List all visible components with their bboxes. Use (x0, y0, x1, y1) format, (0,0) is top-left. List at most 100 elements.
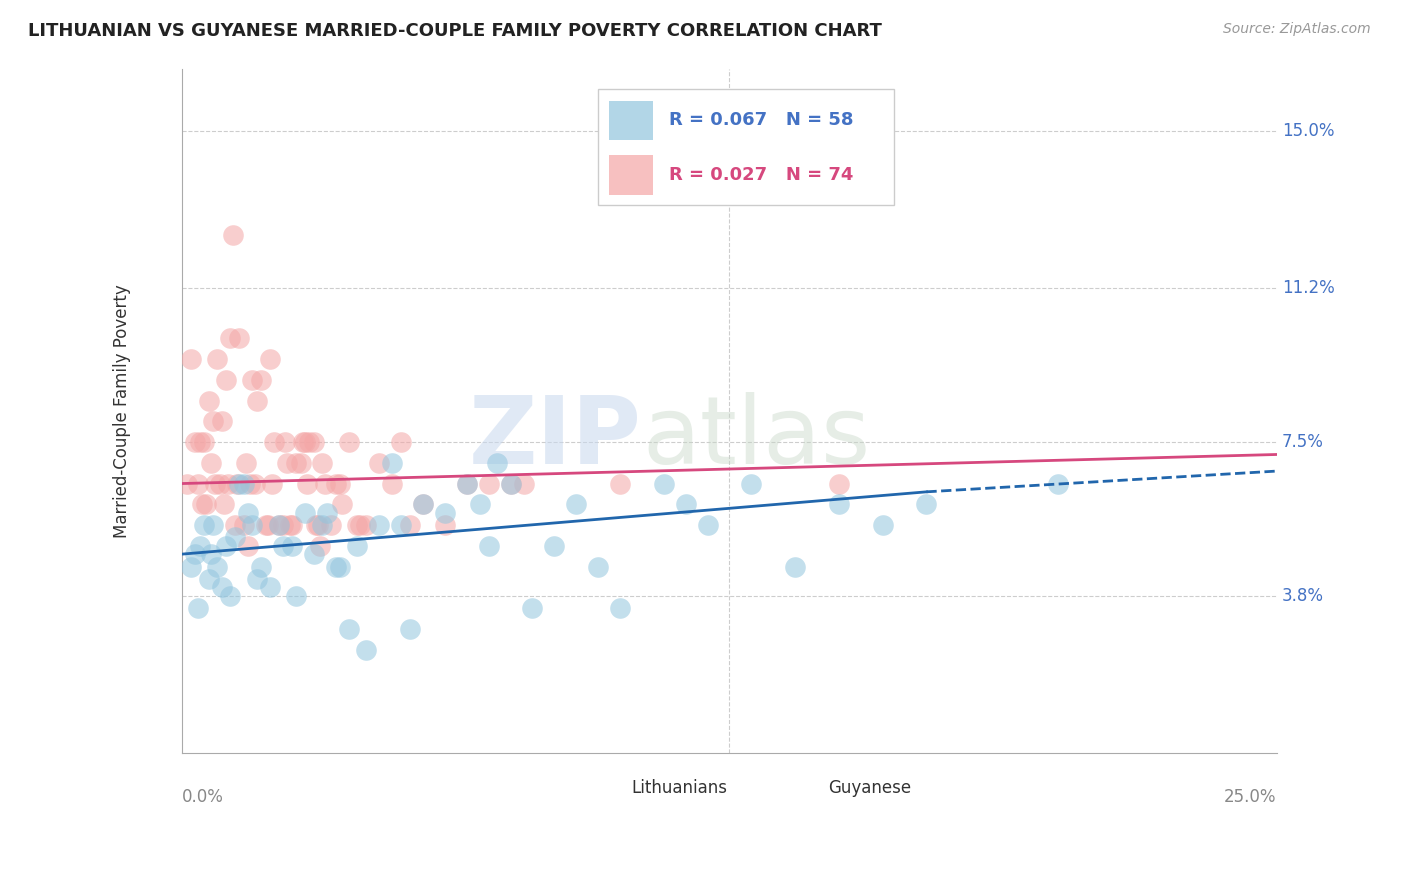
Point (285, 589, 308, 603)
Point (224, 518, 246, 533)
Point (652, 476, 675, 491)
Point (221, 227, 243, 242)
Point (311, 456, 333, 470)
Point (302, 547, 325, 561)
Point (337, 622, 360, 636)
Point (314, 476, 336, 491)
Text: 11.2%: 11.2% (1282, 279, 1334, 297)
Point (513, 476, 536, 491)
Point (219, 589, 242, 603)
Point (243, 476, 266, 491)
Text: ZIP: ZIP (470, 392, 643, 484)
Text: 15.0%: 15.0% (1282, 122, 1334, 140)
Point (478, 539, 501, 553)
Point (188, 435, 211, 450)
Point (188, 539, 211, 553)
Point (180, 559, 202, 574)
Text: Married-Couple Family Poverty: Married-Couple Family Poverty (112, 284, 131, 538)
Point (294, 506, 316, 520)
Point (325, 476, 347, 491)
Point (329, 476, 352, 491)
Text: R = 0.067   N = 58: R = 0.067 N = 58 (669, 111, 853, 128)
Point (224, 531, 246, 545)
Text: 3.8%: 3.8% (1282, 587, 1324, 605)
Point (349, 518, 371, 533)
Point (219, 331, 242, 345)
Point (696, 518, 718, 533)
Point (274, 435, 297, 450)
Point (456, 476, 478, 491)
Point (368, 456, 391, 470)
Point (235, 456, 257, 470)
Point (309, 539, 332, 553)
Text: R = 0.027   N = 74: R = 0.027 N = 74 (669, 166, 853, 184)
Point (226, 476, 249, 491)
Point (412, 497, 434, 511)
Point (207, 352, 229, 367)
Point (337, 435, 360, 450)
Point (254, 518, 277, 533)
Point (294, 435, 316, 450)
Point (330, 497, 353, 511)
Point (276, 456, 298, 470)
Point (828, 476, 851, 491)
Point (232, 518, 254, 533)
Point (215, 539, 238, 553)
Point (1046, 476, 1069, 491)
Point (456, 476, 478, 491)
Point (200, 456, 222, 470)
Point (207, 559, 229, 574)
Point (208, 476, 231, 491)
Point (586, 559, 609, 574)
Point (346, 518, 368, 533)
Point (381, 476, 404, 491)
Point (212, 497, 235, 511)
Point (259, 580, 281, 594)
Point (193, 518, 215, 533)
Point (302, 435, 325, 450)
Point (211, 580, 233, 594)
Point (399, 518, 422, 533)
Text: Guyanese: Guyanese (828, 780, 911, 797)
Point (565, 497, 588, 511)
Point (915, 497, 938, 511)
Point (281, 539, 304, 553)
Point (499, 476, 522, 491)
Point (307, 518, 329, 533)
Text: 7.5%: 7.5% (1282, 433, 1324, 451)
Point (250, 373, 273, 387)
Text: 25.0%: 25.0% (1225, 788, 1277, 805)
Point (267, 518, 290, 533)
Point (305, 518, 328, 533)
Point (191, 497, 214, 511)
Point (187, 601, 209, 615)
Point (236, 539, 259, 553)
Point (184, 547, 207, 561)
Point (259, 352, 281, 367)
Text: atlas: atlas (643, 392, 870, 484)
Point (201, 414, 224, 428)
Text: Lithuanians: Lithuanians (631, 780, 727, 797)
FancyBboxPatch shape (785, 775, 820, 801)
Point (486, 456, 509, 470)
Point (281, 518, 304, 533)
Point (197, 572, 219, 586)
Point (346, 539, 368, 553)
Point (271, 518, 294, 533)
Point (271, 539, 294, 553)
Point (298, 435, 321, 450)
Point (211, 414, 233, 428)
Point (176, 476, 198, 491)
Point (290, 456, 312, 470)
Point (543, 539, 565, 553)
Point (180, 352, 202, 367)
Point (187, 476, 209, 491)
Point (354, 518, 377, 533)
Text: 0.0%: 0.0% (183, 788, 224, 805)
Point (609, 476, 631, 491)
FancyBboxPatch shape (588, 775, 623, 801)
Point (872, 518, 894, 533)
Point (246, 572, 269, 586)
Point (200, 547, 222, 561)
Text: LITHUANIAN VS GUYANESE MARRIED-COUPLE FAMILY POVERTY CORRELATION CHART: LITHUANIAN VS GUYANESE MARRIED-COUPLE FA… (28, 22, 882, 40)
